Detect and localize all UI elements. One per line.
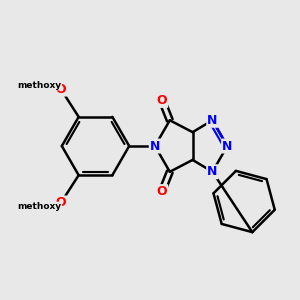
Text: O: O — [56, 196, 66, 209]
Text: N: N — [207, 165, 218, 178]
Text: methoxy: methoxy — [17, 81, 61, 90]
Text: O: O — [157, 185, 167, 198]
Text: N: N — [207, 114, 218, 127]
Text: O: O — [56, 82, 66, 96]
Text: O: O — [157, 94, 167, 107]
Text: N: N — [150, 140, 160, 152]
Text: methoxy: methoxy — [17, 202, 61, 211]
Text: N: N — [222, 140, 232, 152]
